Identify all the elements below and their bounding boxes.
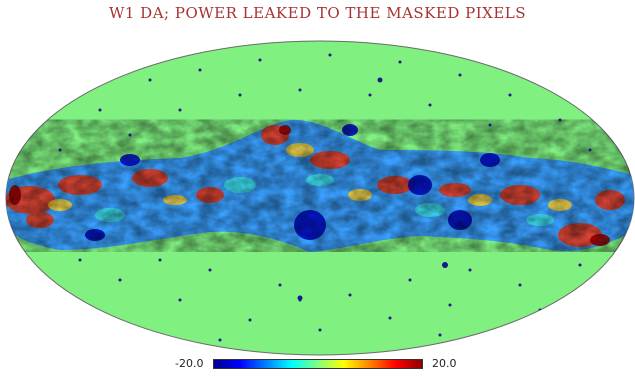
colorbar-max-label: 20.0 bbox=[432, 357, 457, 370]
galactic-plane-band bbox=[6, 53, 634, 342]
colorbar bbox=[213, 359, 423, 369]
point-source-holes bbox=[58, 53, 592, 342]
map-title: W1 DA; POWER LEAKED TO THE MASKED PIXELS bbox=[108, 4, 527, 22]
colorbar-min-label: -20.0 bbox=[175, 357, 204, 370]
